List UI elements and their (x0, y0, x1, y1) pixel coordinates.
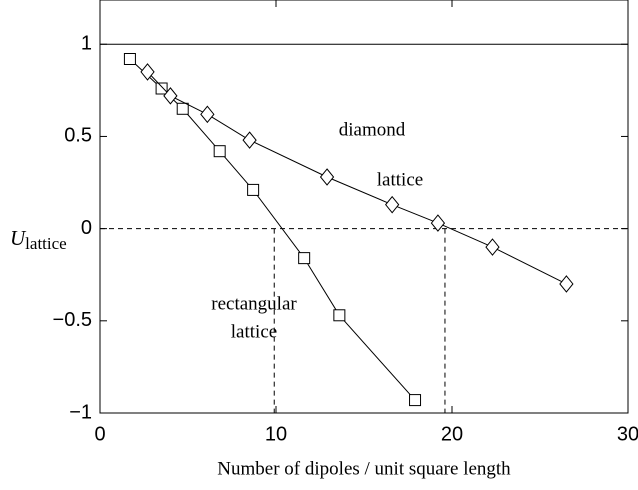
marker (200, 105, 215, 124)
marker (176, 102, 189, 115)
annotation: diamond (339, 119, 406, 140)
annotation: rectangular (211, 293, 297, 314)
marker (559, 275, 574, 293)
y-tick-label: −0.5 (53, 309, 92, 331)
y-axis-label-main: U (10, 226, 27, 250)
marker (319, 168, 335, 186)
marker (485, 238, 500, 256)
y-tick-label: 0 (81, 217, 92, 239)
x-tick-label: 20 (441, 423, 463, 445)
marker (409, 394, 422, 407)
plot-frame (99, 0, 629, 414)
series-line (147, 71, 567, 285)
marker (140, 63, 155, 81)
y-tick-label: 1 (81, 33, 92, 55)
annotation: lattice (377, 169, 423, 190)
marker (333, 309, 346, 322)
marker (163, 87, 178, 105)
marker (247, 183, 260, 196)
y-tick-label: 0.5 (64, 125, 92, 147)
x-tick-label: 30 (617, 423, 638, 445)
marker (385, 195, 400, 214)
series-line (129, 58, 416, 401)
y-tick-label: −1 (69, 401, 92, 423)
y-axis-label: Ulattice (10, 226, 67, 253)
x-tick-label: 0 (94, 423, 105, 445)
x-tick-label: 10 (265, 423, 287, 445)
marker (242, 131, 257, 149)
marker (298, 252, 311, 265)
x-axis-label: Number of dipoles / unit square length (217, 458, 511, 479)
marker (213, 145, 226, 158)
marker (430, 214, 446, 232)
annotation: lattice (231, 321, 277, 342)
marker (123, 53, 136, 65)
marker (155, 82, 168, 95)
y-axis-label-sub: lattice (25, 234, 67, 253)
